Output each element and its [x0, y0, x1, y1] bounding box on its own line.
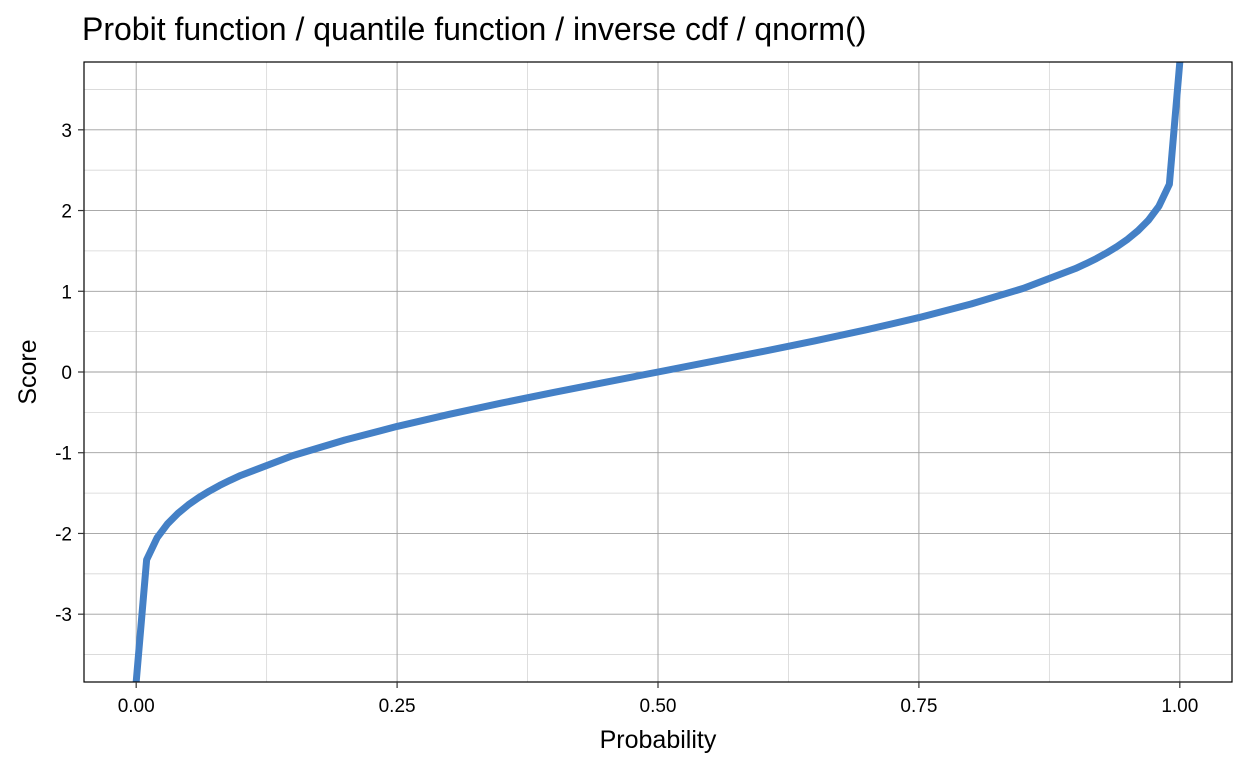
plot-panel	[83, 61, 1233, 683]
x-tick-label: 0.25	[379, 696, 416, 717]
x-axis: 0.00 0.25 0.50 0.75 1.00	[118, 682, 1198, 717]
y-tick-label: -3	[55, 605, 72, 626]
series-layer	[132, 61, 1184, 683]
y-axis: -3 -2 -1 0 1 2 3	[55, 121, 84, 626]
y-tick-label: -1	[55, 444, 72, 465]
major-gridlines	[84, 62, 1232, 682]
y-tick-label: 1	[61, 282, 72, 303]
x-tick-label: 1.00	[1161, 696, 1198, 717]
y-tick-label: -2	[55, 524, 72, 545]
y-axis-title: Score	[14, 339, 42, 404]
probit-curve	[132, 61, 1184, 683]
x-tick-label: 0.00	[118, 696, 155, 717]
x-tick-label: 0.75	[900, 696, 937, 717]
y-tick-label: 0	[61, 363, 72, 384]
x-tick-label: 0.50	[640, 696, 677, 717]
chart-title: Probit function / quantile function / in…	[82, 11, 866, 47]
y-tick-label: 3	[61, 121, 72, 142]
y-tick-label: 2	[61, 202, 72, 223]
x-axis-title: Probability	[600, 726, 717, 754]
